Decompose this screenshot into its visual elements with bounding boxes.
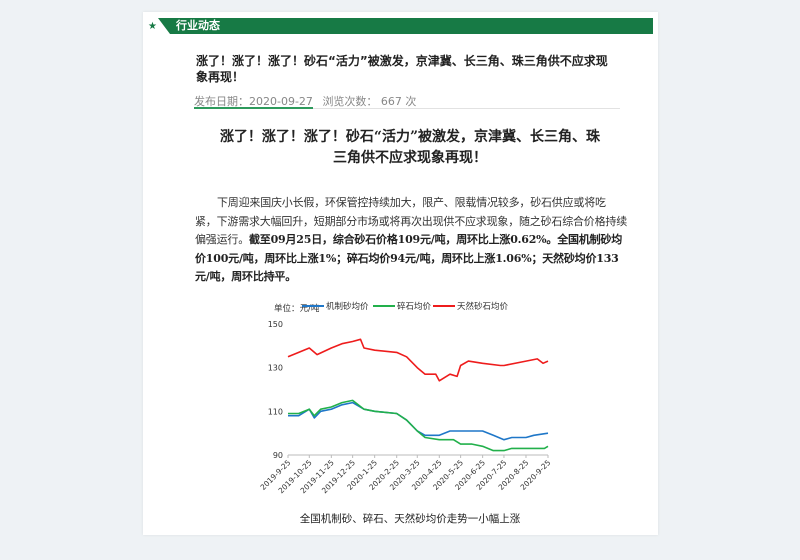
section-title: 行业动态 xyxy=(176,19,220,32)
y-tick-label: 150 xyxy=(268,320,283,329)
article-title: 涨了！涨了！涨了！砂石“活力”被激发，京津冀、长三角、珠三角供不应求现象再现！ xyxy=(219,129,601,166)
price-trend-chart: 单位：元/吨 机制砂均价 碎石均价 天然砂石均价150130110902019-9-2… xyxy=(259,301,553,495)
y-tick-label: 90 xyxy=(273,451,283,460)
y-tick-label: 110 xyxy=(268,407,283,416)
paragraph-bold-text: 截至09月25日，综合砂石价格109元/吨，周环比上涨0.62%。全国机制砂均价… xyxy=(195,233,623,283)
news-meta: 发布日期：2020-09-27 浏览次数： 667 次 xyxy=(194,93,620,109)
y-tick-label: 130 xyxy=(268,364,283,373)
section-header-bar xyxy=(158,18,653,34)
paragraph-text: 下周迎来国庆小长假，环保管控持续加大，限产、限载情况较多，砂石供应或将吃紧，下游… xyxy=(195,196,627,246)
legend-label: 机制砂均价 xyxy=(326,301,369,312)
star-icon: ★ xyxy=(148,21,157,32)
unit-label: 单位：元/吨 xyxy=(274,303,320,314)
series-line xyxy=(288,399,549,452)
series-line xyxy=(287,338,549,382)
article-paragraph: 下周迎来国庆小长假，环保管控持续加大，限产、限载情况较多，砂石供应或将吃紧，下游… xyxy=(195,194,627,287)
chart-caption: 全国机制砂、碎石、天然砂均价走势一小幅上涨 xyxy=(299,513,521,525)
content-card xyxy=(143,12,658,535)
publish-date: 发布日期：2020-09-27 xyxy=(194,95,313,109)
news-headline: 涨了！涨了！涨了！砂石“活力”被激发，京津冀、长三角、珠三角供不应求现象再现！ xyxy=(196,54,608,84)
view-count: 浏览次数： 667 次 xyxy=(322,95,417,108)
legend-label: 天然砂石均价 xyxy=(457,301,509,312)
legend-label: 碎石均价 xyxy=(397,301,432,312)
